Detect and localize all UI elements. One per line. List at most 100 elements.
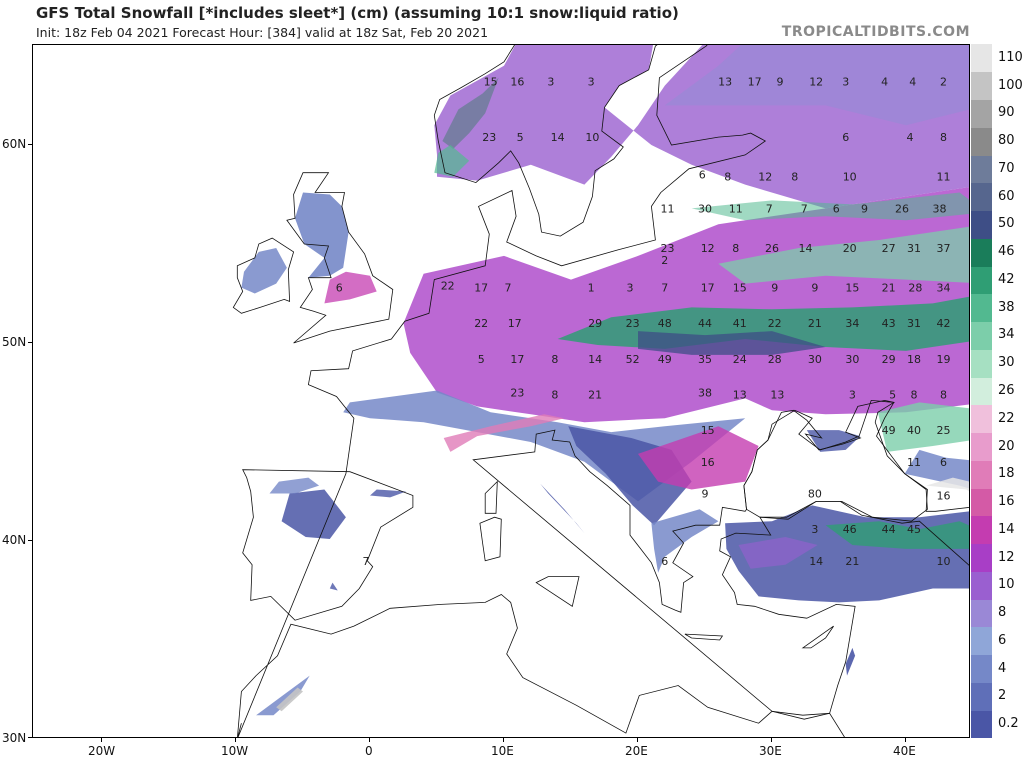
snowfall-value-label: 7 [766,202,773,215]
snowfall-region [877,402,969,452]
snowfall-value-label: 13 [733,388,747,401]
snowfall-region [269,477,320,494]
legend-swatch [971,349,992,378]
snowfall-region [281,489,346,539]
snowfall-value-label: 11 [937,171,951,184]
snowfall-value-label: 9 [771,282,778,295]
lon-tick-30e [771,738,772,742]
legend-swatch [971,238,992,267]
snowfall-value-label: 23 [661,242,675,255]
snowfall-value-label: 23 [482,131,496,144]
snowfall-value-label: 52 [626,353,640,366]
snowfall-value-label: 17 [701,282,715,295]
snowfall-value-label: 6 [940,456,947,469]
legend-label: 30 [998,355,1015,371]
snowfall-value-label: 15 [484,76,498,89]
snowfall-value-label: 6 [842,131,849,144]
lon-tick-40e [905,738,906,742]
snowfall-value-label: 42 [937,317,951,330]
point-label-layer: 2581114104138151633131791234422351410648… [336,45,951,568]
legend-label: 26 [998,383,1015,398]
snowfall-value-label: 29 [882,353,896,366]
legend-label: 60 [998,188,1015,204]
snowfall-value-label: 8 [551,388,558,401]
snowfall-value-label: 28 [908,282,922,295]
legend-swatch [971,626,992,656]
lon-tick-10e [503,738,504,742]
snowfall-value-label: 16 [701,456,715,469]
snowfall-region [443,414,565,452]
snowfall-value-label: 46 [843,523,857,536]
coastline-path [484,480,498,514]
snowfall-value-label: 4 [881,45,888,47]
legend-swatch [971,377,992,406]
snowfall-value-label: 4 [907,131,914,144]
legend-label: 50 [998,216,1015,232]
snowfall-value-label: 3 [842,76,849,89]
snowfall-value-label: 21 [845,555,859,568]
legend-swatch [971,515,992,545]
snowfall-value-label: 9 [811,282,818,295]
snowfall-value-label: 35 [698,353,712,366]
snowfall-value-label: 8 [911,388,918,401]
legend-swatch [971,654,992,683]
snowfall-value-label: 4 [909,76,916,89]
snowfall-region [241,248,287,294]
snowfall-region [926,477,969,492]
legend-label: 12 [998,549,1015,565]
lon-label-0: 0 [365,744,373,758]
lon-label-10w: 10W [221,744,249,758]
snowfall-value-label: 27 [882,242,896,255]
lat-tick-60n [28,144,32,145]
legend-label: 34 [998,327,1015,343]
legend-swatch [971,321,992,350]
snowfall-value-label: 17 [510,353,524,366]
lon-label-30e: 30E [759,744,782,758]
land-outline-layer [232,45,969,737]
lon-tick-0 [369,738,370,742]
snowfall-value-label: 21 [588,388,602,401]
snowfall-value-label: 9 [702,487,709,500]
legend-label: 0.2 [998,716,1019,732]
snowfall-value-label: 30 [698,202,712,215]
legend-swatch [971,210,992,239]
snowfall-value-label: 6 [336,282,343,295]
snowfall-region [329,582,338,591]
legend-swatch [971,293,992,323]
snowfall-value-label: 11 [907,456,921,469]
snowfall-region [370,489,407,498]
snowfall-value-label: 37 [937,242,951,255]
snowfall-value-label: 9 [777,76,784,89]
snowfall-value-label: 28 [768,353,782,366]
snowfall-value-label: 8 [936,45,943,47]
snowfall-value-label: 5 [517,131,524,144]
snowfall-value-label: 21 [808,317,822,330]
snowfall-value-label: 2 [940,76,947,89]
legend-label: 100 [998,77,1022,93]
legend-swatch [971,682,992,711]
snowfall-value-label: 12 [701,242,715,255]
snowfall-value-label: 6 [661,555,668,568]
snowfall-value-label: 5 [889,388,896,401]
legend-swatch [971,266,992,295]
legend-label: 10 [998,577,1015,593]
snowfall-value-label: 10 [843,171,857,184]
legend-label: 22 [998,410,1015,426]
snowfall-region [825,521,969,549]
snowfall-value-label: 4 [881,76,888,89]
lon-label-10e: 10E [491,744,514,758]
lat-tick-40n [28,540,32,541]
snowfall-value-label: 14 [799,242,813,255]
snowfall-value-label: 3 [547,76,554,89]
snowfall-value-label: 31 [907,317,921,330]
legend-swatch [971,182,992,212]
snowfall-value-label: 15 [845,282,859,295]
legend-swatch [971,460,992,489]
snowfall-value-label: 9 [861,202,868,215]
legend-swatch [971,488,992,517]
snowfall-region [540,483,585,534]
coastline-path [237,45,969,737]
snowfall-value-label: 7 [505,282,512,295]
snowfall-value-label: 8 [551,353,558,366]
snowfall-value-label: 22 [768,317,782,330]
